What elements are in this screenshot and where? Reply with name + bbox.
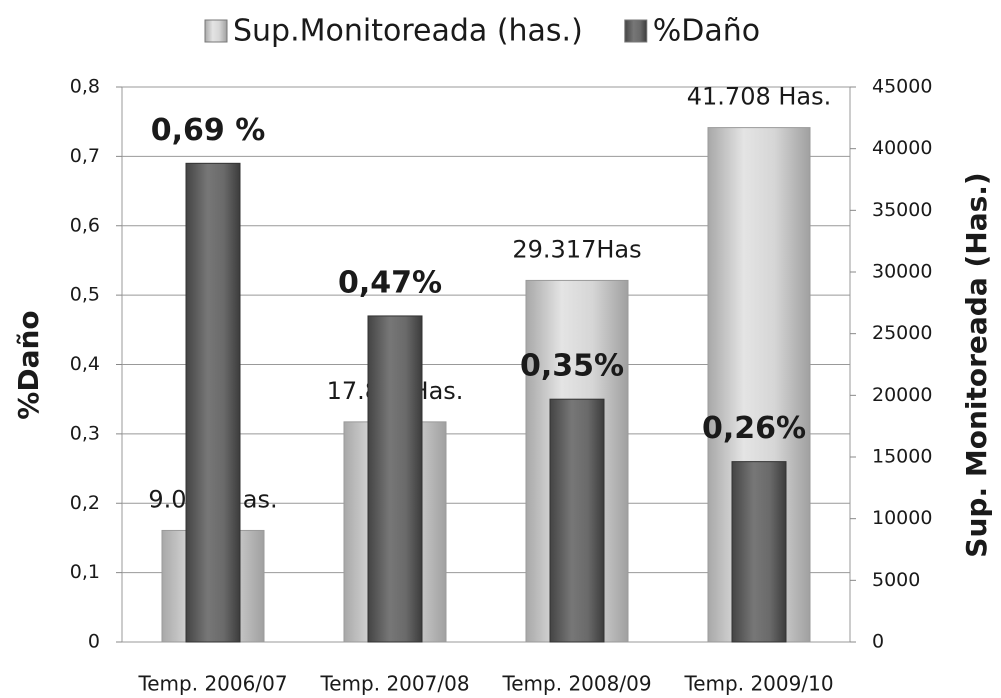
y-tick-label: 0,8	[70, 76, 100, 98]
y-tick-label: 0,5	[70, 284, 100, 306]
x-tick-label: Temp. 2008/09	[501, 672, 651, 696]
y2-axis-title: Sup. Monitoreada (Has.)	[960, 172, 993, 557]
legend-label: %Daño	[653, 14, 760, 49]
y-tick-label: 0,1	[70, 561, 100, 583]
legend-label: Sup.Monitoreada (has.)	[233, 14, 583, 49]
y2-tick-label: 35000	[872, 199, 932, 221]
x-tick-label: Temp. 2006/07	[137, 672, 287, 696]
data-label: 0,26%	[702, 411, 806, 446]
bar	[549, 398, 605, 643]
bar	[367, 315, 423, 643]
y-tick-label: 0,6	[70, 214, 100, 236]
y-tick-label: 0,3	[70, 422, 100, 444]
bar	[185, 162, 241, 643]
legend-swatch	[204, 19, 228, 43]
y2-tick-label: 5000	[872, 569, 920, 591]
y2-tick-label: 15000	[872, 446, 932, 468]
data-label: 0,47%	[338, 265, 442, 300]
y2-tick-label: 30000	[872, 261, 932, 283]
legend-swatch	[624, 19, 648, 43]
bar	[731, 461, 787, 643]
data-label: 41.708 Has.	[687, 83, 832, 111]
y-tick-label: 0	[88, 631, 100, 653]
x-tick-label: Temp. 2009/10	[683, 672, 833, 696]
y2-tick-label: 25000	[872, 322, 932, 344]
y-tick-label: 0,4	[70, 353, 100, 375]
y-axis-title: %Daño	[12, 310, 45, 419]
y2-tick-label: 20000	[872, 384, 932, 406]
y-tick-label: 0,2	[70, 492, 100, 514]
y2-tick-label: 45000	[872, 76, 932, 98]
y2-tick-label: 10000	[872, 507, 932, 529]
data-label: 29.317Has	[512, 235, 641, 263]
y2-tick-label: 0	[872, 631, 884, 653]
y2-tick-label: 40000	[872, 137, 932, 159]
data-label: 0,69 %	[151, 113, 266, 148]
data-label: 0,35%	[520, 349, 624, 384]
y-tick-label: 0,7	[70, 145, 100, 167]
x-tick-label: Temp. 2007/08	[319, 672, 469, 696]
